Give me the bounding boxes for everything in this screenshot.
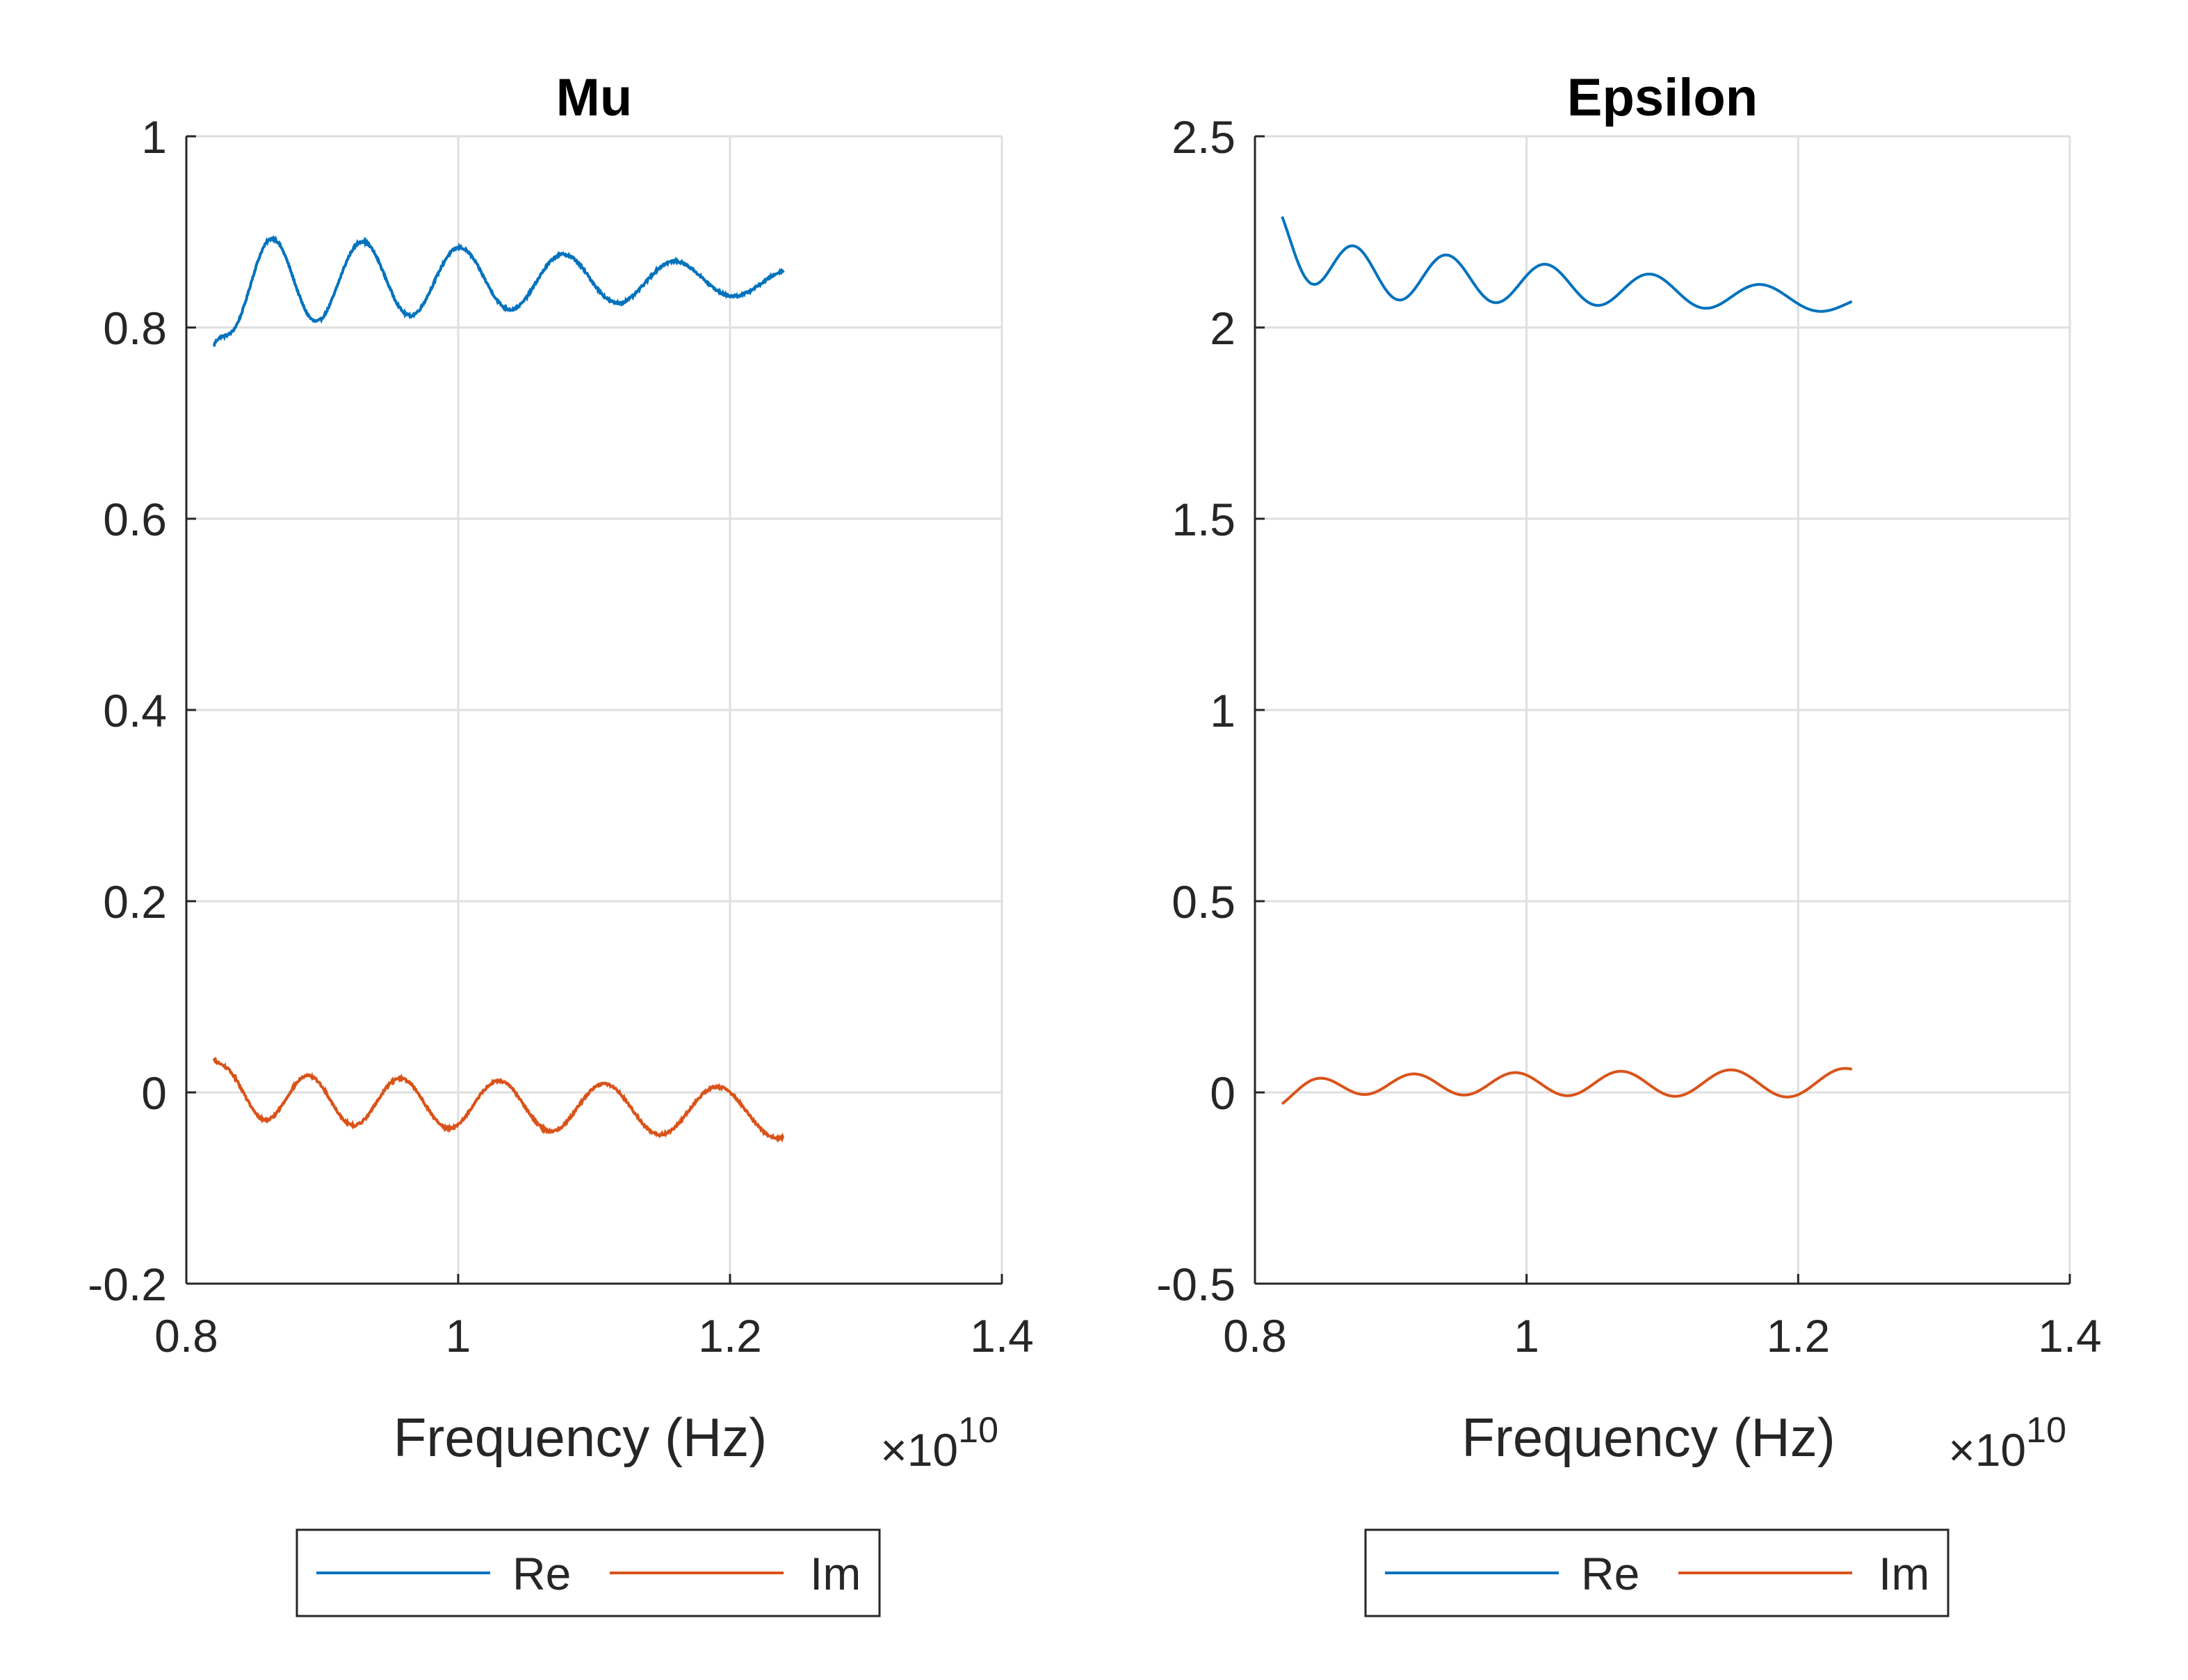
legend-label-im: Im [1879,1548,1929,1599]
x-tick-label: 1 [1514,1310,1539,1362]
chart-title: Mu [556,68,633,127]
legend-label-re: Re [512,1548,571,1599]
legend-label-re: Re [1581,1548,1639,1599]
y-tick-label: 0 [141,1067,167,1119]
legend: Re Im [1364,1528,1950,1617]
x-axis-label: Frequency (Hz) [394,1407,767,1468]
series-line-im [212,1056,785,1143]
x-tick-label: 1.4 [970,1310,1034,1362]
chart-title: Epsilon [1567,68,1758,127]
legend: Re Im [295,1528,881,1617]
y-tick-label: 0.6 [103,494,167,545]
y-tick-label: 2 [1210,302,1235,354]
series-line-im [1281,1067,1853,1105]
x-exponent-power: 10 [958,1410,998,1451]
chart-panel-1: 0.8 1 1.2 1.4 -0.2 0 0.2 0.4 0.6 0.8 1 Mu Frequency … [88,68,1034,1617]
chart-panel-2: 0.8 1 1.2 1.4 -0.5 0 0.5 1 1.5 2 2.5 Epsilon Frequen… [1156,68,2102,1617]
x-exponent-base: ×10 [880,1424,958,1476]
y-tick-label: 0.8 [103,302,167,354]
x-exponent-label: ×1010 [880,1410,998,1476]
y-tick-label: 1.5 [1172,494,1235,545]
y-tick-label: 2.5 [1172,111,1235,163]
x-exponent-base: ×10 [1948,1424,2026,1476]
y-tick-label: 0.2 [103,876,167,928]
y-tick-label: -0.2 [88,1259,167,1310]
y-tick-label: 1 [141,111,167,163]
x-axis-label: Frequency (Hz) [1461,1407,1835,1468]
x-tick-label: 0.8 [154,1310,218,1362]
x-exponent-label: ×1010 [1948,1410,2066,1476]
x-tick-label: 1.2 [698,1310,762,1362]
series-line-re [1281,216,1853,313]
y-tick-label: -0.5 [1156,1259,1235,1310]
x-tick-label: 1 [446,1310,471,1362]
y-tick-label: 0 [1210,1067,1235,1119]
x-exponent-power: 10 [2026,1410,2066,1451]
y-tick-label: 1 [1210,685,1235,736]
x-tick-label: 1.4 [2038,1310,2102,1362]
x-tick-label: 1.2 [1766,1310,1830,1362]
y-tick-label: 0.4 [103,685,167,736]
y-tick-label: 0.5 [1172,876,1235,928]
series-line-re [212,234,785,348]
x-tick-label: 0.8 [1223,1310,1287,1362]
legend-label-im: Im [810,1548,861,1599]
